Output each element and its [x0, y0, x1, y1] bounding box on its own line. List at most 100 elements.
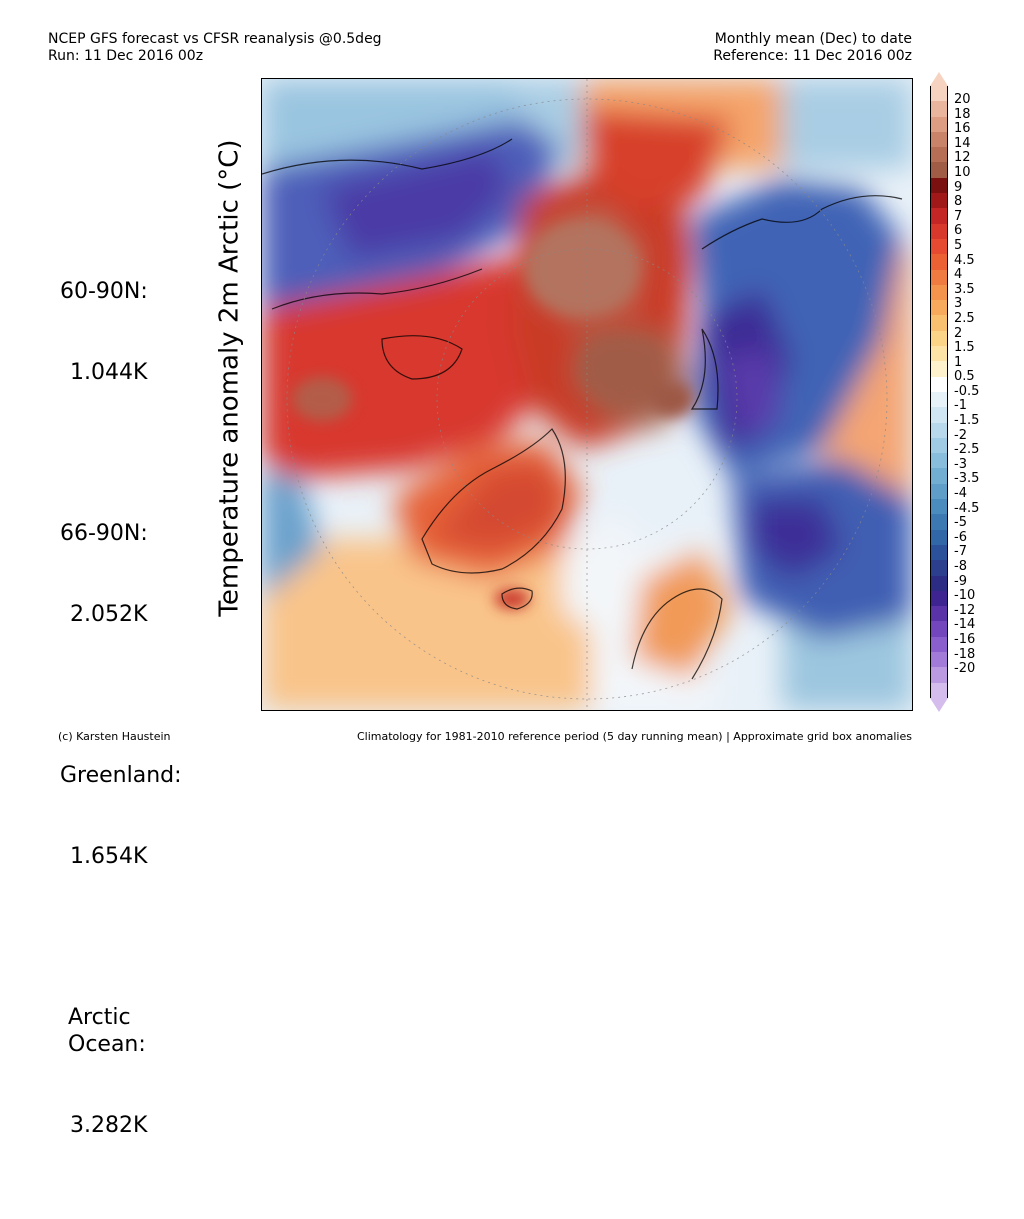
legend-label: -18 [954, 646, 976, 662]
legend-swatch [931, 636, 947, 652]
legend-label: 7 [954, 208, 963, 224]
legend-label: -1 [954, 398, 967, 414]
stat-value: 3.282K [70, 1113, 148, 1138]
legend-bottom-triangle [930, 698, 948, 712]
legend-swatch [931, 590, 947, 607]
legend-label: -2.5 [954, 442, 980, 458]
anomaly-map [261, 78, 913, 711]
legend-swatch [931, 254, 947, 270]
legend-label: 1.5 [954, 340, 975, 356]
legend-swatch [931, 330, 947, 347]
legend-label: -3.5 [954, 471, 980, 487]
novaya-zemlya-coast [690, 328, 719, 410]
legend-label: 14 [954, 135, 971, 151]
stat-label: 66-90N: [60, 521, 148, 546]
latitude-circle [436, 248, 738, 550]
legend-swatch [931, 131, 947, 148]
anomaly-hotspots [292, 224, 694, 609]
legend-swatch [931, 177, 947, 194]
stat-label: Arctic Ocean: [68, 1005, 146, 1057]
legend-label: 0.5 [954, 369, 975, 385]
legend-swatch [931, 453, 947, 469]
graticule [286, 79, 888, 710]
header-right: Monthly mean (Dec) to date Reference: 11… [713, 31, 912, 65]
legend-swatch [931, 560, 947, 576]
color-scale [930, 72, 950, 712]
anomaly-stats: 60-90N: 1.044K 66-90N: 2.052K Greenland:… [60, 224, 182, 1219]
legend-swatch [931, 422, 947, 438]
legend-label: -7 [954, 544, 967, 560]
legend-swatch [931, 300, 947, 316]
legend-swatch [931, 346, 947, 362]
legend-swatch [931, 116, 947, 132]
run-date: Run: 11 Dec 2016 00z [48, 48, 204, 64]
legend-swatch [931, 544, 947, 561]
legend-swatch [931, 315, 947, 331]
coastlines [262, 138, 903, 680]
legend-swatch [931, 86, 947, 102]
stat-label: Greenland: [60, 763, 182, 788]
anomaly-map-graphic [262, 79, 912, 710]
legend-label: -10 [954, 588, 976, 604]
stat-label: 60-90N: [60, 279, 148, 304]
reference-date: Reference: 11 Dec 2016 00z [713, 48, 912, 64]
legend-swatch [931, 238, 947, 255]
legend-swatch [931, 606, 947, 622]
scandinavia-coast [631, 588, 723, 680]
legend-label: -9 [954, 573, 967, 589]
legend-swatch [931, 269, 947, 285]
legend-swatch [931, 162, 947, 178]
legend-swatch [931, 193, 947, 209]
legend-swatch [931, 361, 947, 377]
legend-labels: 20 18 16 14 12 10 9 8 7 6 5 4.5 4 3.5 3 2.5 2 1.5 1 0.5 -0.5… [954, 92, 980, 677]
legend-label: -2 [954, 427, 967, 443]
legend-label: 3 [954, 296, 963, 312]
latitude-circle [286, 98, 888, 700]
vertical-title: Temperature anomaly 2m Arctic (°C) [212, 105, 248, 650]
vertical-title-text: Temperature anomaly 2m Arctic (°C) [215, 138, 246, 617]
legend-bar [930, 86, 948, 698]
stat-arctic-ocean: Arctic Ocean: 3.282K [60, 950, 182, 1193]
legend-swatch [931, 391, 947, 408]
legend-swatch [931, 223, 947, 239]
legend-label: 2.5 [954, 310, 975, 326]
legend-swatch [931, 529, 947, 545]
legend-swatch [931, 437, 947, 454]
legend-label: 3.5 [954, 281, 975, 297]
legend-label: 2 [954, 325, 963, 341]
stat-value: 2.052K [70, 602, 148, 627]
legend-swatch [931, 284, 947, 301]
stat-value: 1.654K [70, 844, 148, 869]
legend-label: -8 [954, 559, 967, 574]
legend-label: 4 [954, 267, 963, 283]
canada-coast [271, 268, 483, 310]
legend-label: 1 [954, 354, 963, 370]
archipelago-coast [381, 335, 463, 380]
legend-swatch [931, 621, 947, 637]
legend-swatch [931, 514, 947, 530]
legend-label: 20 [954, 92, 971, 107]
legend-label: -14 [954, 617, 976, 633]
legend-label: 16 [954, 121, 971, 137]
legend-label: 5 [954, 237, 963, 253]
legend-swatch [931, 468, 947, 484]
legend-swatch [931, 499, 947, 515]
legend-label: 10 [954, 164, 971, 180]
legend-label: -5 [954, 515, 967, 531]
legend-label: -16 [954, 631, 976, 647]
legend-swatch [931, 575, 947, 591]
legend-swatch [931, 101, 947, 117]
legend-swatch [931, 208, 947, 224]
legend-label: 6 [954, 223, 963, 239]
legend-label: 12 [954, 150, 971, 166]
legend-label: 9 [954, 179, 963, 195]
legend-label: -1.5 [954, 413, 980, 429]
greenland-coast [421, 428, 566, 574]
siberia-coast [701, 195, 903, 250]
legend-label: 8 [954, 194, 963, 210]
legend-swatch [931, 407, 947, 423]
legend-label: -3 [954, 456, 967, 472]
stat-66-90n: 66-90N: 2.052K [60, 466, 182, 682]
stat-60-90n: 60-90N: 1.044K [60, 224, 182, 440]
iceland-coast [501, 587, 533, 610]
